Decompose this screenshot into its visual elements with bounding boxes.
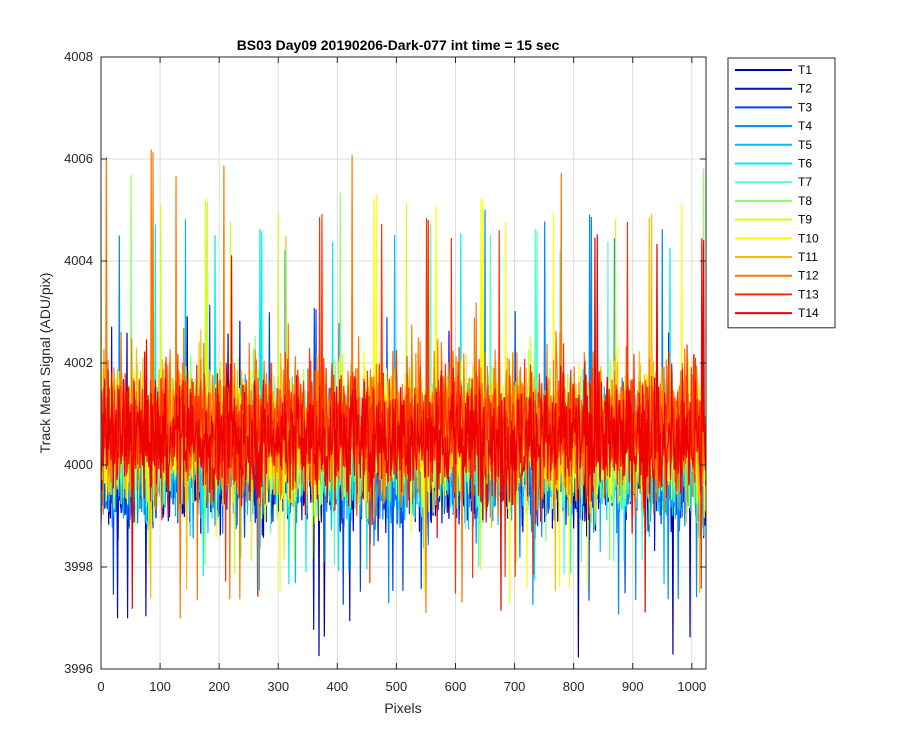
legend-label-t1: T1 bbox=[798, 63, 812, 77]
legend-box bbox=[727, 57, 836, 329]
legend-label-t5: T5 bbox=[798, 138, 812, 152]
y-tick-label: 4000 bbox=[64, 457, 93, 472]
x-tick-label: 100 bbox=[149, 679, 171, 694]
legend-label-t4: T4 bbox=[798, 119, 812, 133]
legend-label-t2: T2 bbox=[798, 82, 812, 96]
x-tick-label: 700 bbox=[504, 679, 526, 694]
x-tick-labels: 0 100 200 300 400 500 600 700 800 900 1000 bbox=[97, 679, 706, 694]
legend-label-t12: T12 bbox=[798, 269, 819, 283]
legend: T1 T2 T3 T4 T5 T6 T7 T8 T9 T10 T11 T12 T13 T14 bbox=[727, 57, 836, 329]
y-tick-label: 4002 bbox=[64, 355, 93, 370]
legend-label-t8: T8 bbox=[798, 194, 812, 208]
series-line-t14 bbox=[101, 234, 706, 613]
legend-label-t9: T9 bbox=[798, 213, 812, 227]
y-tick-label: 4004 bbox=[64, 253, 93, 268]
legend-label-t14: T14 bbox=[798, 306, 819, 320]
y-tick-label: 4008 bbox=[64, 49, 93, 64]
y-tick-label: 3996 bbox=[64, 661, 93, 676]
x-tick-label: 600 bbox=[445, 679, 467, 694]
x-tick-label: 300 bbox=[267, 679, 289, 694]
legend-label-t13: T13 bbox=[798, 287, 819, 301]
series-layer bbox=[101, 149, 706, 658]
x-tick-label: 400 bbox=[326, 679, 348, 694]
x-tick-label: 0 bbox=[97, 679, 104, 694]
legend-label-t10: T10 bbox=[798, 231, 819, 245]
y-tick-label: 3998 bbox=[64, 559, 93, 574]
y-tick-labels: 3996 3998 4000 4002 4004 4006 4008 bbox=[64, 49, 93, 676]
x-tick-label: 200 bbox=[208, 679, 230, 694]
y-tick-label: 4006 bbox=[64, 151, 93, 166]
x-tick-label: 1000 bbox=[677, 679, 706, 694]
axis-ticks bbox=[100, 56, 706, 670]
legend-label-t11: T11 bbox=[798, 250, 818, 264]
chart-title: BS03 Day09 20190206-Dark-077 int time = … bbox=[237, 37, 560, 53]
x-axis-label: Pixels bbox=[384, 700, 421, 716]
x-tick-label: 900 bbox=[622, 679, 644, 694]
legend-label-t6: T6 bbox=[798, 157, 812, 171]
x-tick-label: 800 bbox=[563, 679, 585, 694]
legend-label-t7: T7 bbox=[798, 175, 812, 189]
y-axis-label: Track Mean Signal (ADU/pix) bbox=[37, 273, 53, 454]
legend-label-t3: T3 bbox=[798, 100, 812, 114]
x-tick-label: 500 bbox=[386, 679, 408, 694]
